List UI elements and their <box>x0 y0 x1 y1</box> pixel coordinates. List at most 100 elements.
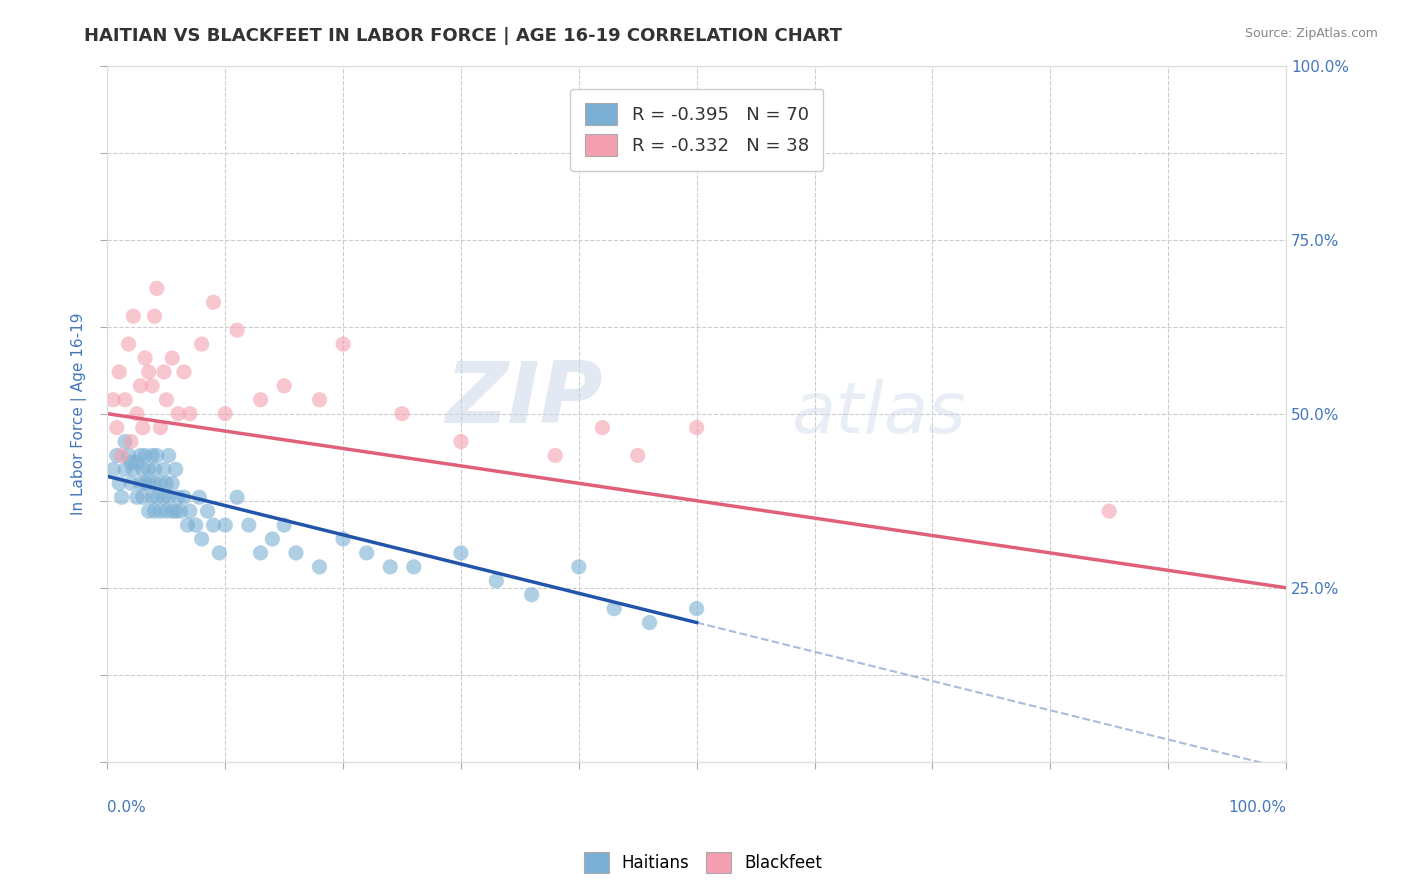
Point <box>132 420 155 434</box>
Point <box>103 392 125 407</box>
Point <box>603 601 626 615</box>
Point <box>155 504 177 518</box>
Point <box>262 532 284 546</box>
Point <box>485 574 508 588</box>
Point <box>105 449 128 463</box>
Point <box>149 476 172 491</box>
Point <box>249 546 271 560</box>
Point <box>153 365 176 379</box>
Point <box>141 490 163 504</box>
Text: 100.0%: 100.0% <box>1227 800 1286 815</box>
Point <box>638 615 661 630</box>
Point <box>146 449 169 463</box>
Point <box>143 462 166 476</box>
Point <box>167 490 190 504</box>
Point <box>308 392 330 407</box>
Point <box>120 476 142 491</box>
Point <box>125 455 148 469</box>
Point <box>173 365 195 379</box>
Point <box>160 476 183 491</box>
Point <box>143 310 166 324</box>
Point <box>591 420 613 434</box>
Point <box>167 407 190 421</box>
Point <box>157 490 180 504</box>
Point <box>120 434 142 449</box>
Point <box>110 490 132 504</box>
Point <box>208 546 231 560</box>
Point <box>129 379 152 393</box>
Point <box>568 559 591 574</box>
Y-axis label: In Labor Force | Age 16-19: In Labor Force | Age 16-19 <box>72 312 87 515</box>
Point <box>197 504 219 518</box>
Point <box>134 351 156 365</box>
Point <box>108 365 131 379</box>
Point <box>114 434 136 449</box>
Point <box>1098 504 1121 518</box>
Point <box>134 476 156 491</box>
Point <box>155 476 177 491</box>
Point <box>110 449 132 463</box>
Point <box>190 337 212 351</box>
Point <box>273 518 295 533</box>
Point <box>153 462 176 476</box>
Point <box>544 449 567 463</box>
Point <box>146 490 169 504</box>
Point <box>103 462 125 476</box>
Point <box>332 337 354 351</box>
Legend: R = -0.395   N = 70, R = -0.332   N = 38: R = -0.395 N = 70, R = -0.332 N = 38 <box>571 88 823 170</box>
Point <box>685 420 707 434</box>
Point <box>157 449 180 463</box>
Point <box>226 323 249 337</box>
Text: HAITIAN VS BLACKFEET IN LABOR FORCE | AGE 16-19 CORRELATION CHART: HAITIAN VS BLACKFEET IN LABOR FORCE | AG… <box>84 27 842 45</box>
Point <box>155 392 177 407</box>
Point <box>125 490 148 504</box>
Point <box>391 407 413 421</box>
Point <box>273 379 295 393</box>
Point <box>173 490 195 504</box>
Point <box>105 420 128 434</box>
Point <box>380 559 402 574</box>
Point <box>122 310 145 324</box>
Point <box>149 504 172 518</box>
Point <box>138 365 160 379</box>
Point <box>450 434 472 449</box>
Point <box>179 407 201 421</box>
Point <box>176 518 198 533</box>
Point <box>238 518 260 533</box>
Point <box>143 476 166 491</box>
Point <box>143 504 166 518</box>
Point <box>184 518 207 533</box>
Point <box>188 490 211 504</box>
Text: 0.0%: 0.0% <box>107 800 146 815</box>
Point <box>149 420 172 434</box>
Point <box>169 504 191 518</box>
Text: Source: ZipAtlas.com: Source: ZipAtlas.com <box>1244 27 1378 40</box>
Point <box>120 455 142 469</box>
Point <box>190 532 212 546</box>
Point <box>138 504 160 518</box>
Point <box>134 449 156 463</box>
Point <box>141 379 163 393</box>
Text: atlas: atlas <box>792 379 966 448</box>
Point <box>356 546 378 560</box>
Point <box>226 490 249 504</box>
Point <box>129 449 152 463</box>
Point <box>214 518 236 533</box>
Point <box>132 462 155 476</box>
Point <box>202 295 225 310</box>
Point <box>132 490 155 504</box>
Point <box>627 449 650 463</box>
Point <box>117 449 139 463</box>
Point <box>450 546 472 560</box>
Point <box>160 504 183 518</box>
Point <box>141 449 163 463</box>
Point <box>125 407 148 421</box>
Point <box>138 476 160 491</box>
Point <box>114 392 136 407</box>
Point <box>284 546 307 560</box>
Point <box>108 476 131 491</box>
Point <box>249 392 271 407</box>
Legend: Haitians, Blackfeet: Haitians, Blackfeet <box>576 846 830 880</box>
Point <box>179 504 201 518</box>
Point <box>202 518 225 533</box>
